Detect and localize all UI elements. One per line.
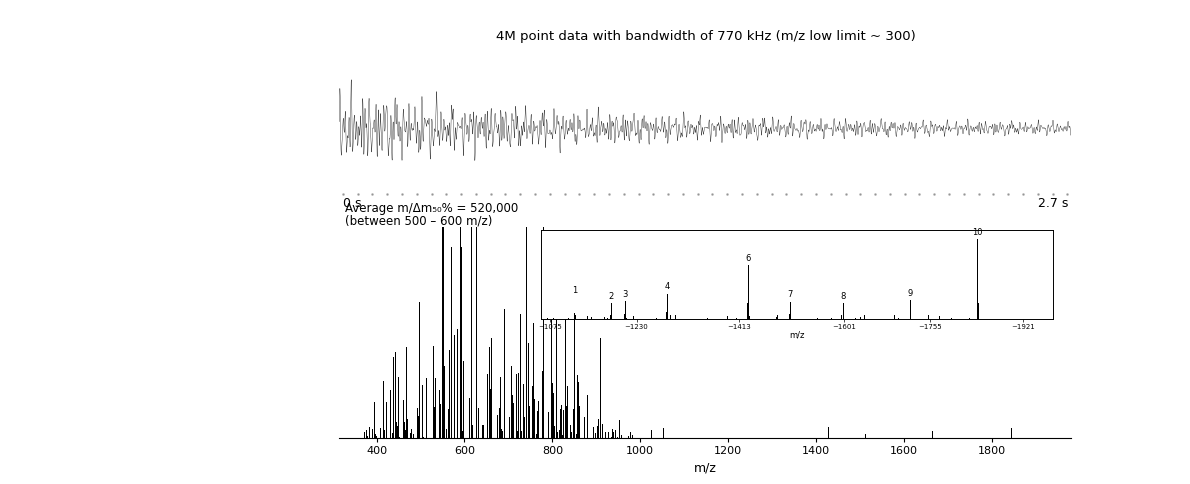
- Text: Average m/Δm₅₀% = 520,000: Average m/Δm₅₀% = 520,000: [345, 202, 519, 215]
- Text: (between 500 – 600 m/z): (between 500 – 600 m/z): [345, 214, 493, 227]
- Text: 4: 4: [665, 283, 670, 291]
- Text: 3: 3: [622, 289, 628, 299]
- Text: 10: 10: [972, 228, 983, 237]
- Text: 0 s: 0 s: [343, 197, 362, 210]
- X-axis label: m/z: m/z: [694, 462, 716, 475]
- Text: 6: 6: [746, 254, 751, 263]
- Text: 2.7 s: 2.7 s: [1038, 197, 1069, 210]
- Text: 1: 1: [572, 286, 577, 295]
- Text: 4M point data with bandwidth of 770 kHz (m/z low limit ~ 300): 4M point data with bandwidth of 770 kHz …: [496, 30, 915, 43]
- Text: 8: 8: [841, 292, 846, 301]
- Text: 7: 7: [788, 290, 793, 300]
- Text: 9: 9: [908, 289, 913, 298]
- Text: 2: 2: [609, 292, 614, 301]
- X-axis label: m/z: m/z: [790, 331, 804, 340]
